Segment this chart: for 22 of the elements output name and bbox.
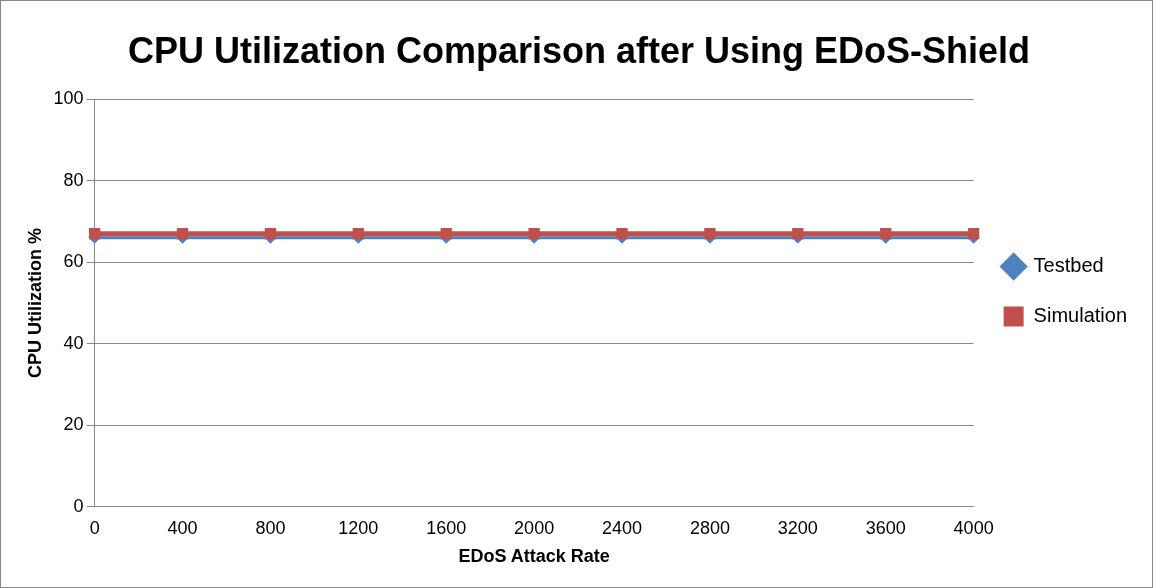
x-tick-label: 2000 — [514, 517, 555, 538]
chart-title: CPU Utilization Comparison after Using EDoS-Shield — [127, 29, 1031, 71]
y-tick-label: 20 — [63, 414, 84, 435]
x-tick-label: 1200 — [338, 517, 379, 538]
x-tick-label: 800 — [255, 517, 286, 538]
y-tick-label: 80 — [63, 169, 84, 190]
y-tick-label: 40 — [63, 332, 84, 353]
x-tick-label: 400 — [167, 517, 198, 538]
x-tick-label: 1600 — [426, 517, 467, 538]
x-tick-label: 3600 — [865, 517, 906, 538]
x-tick-label: 2400 — [602, 517, 643, 538]
x-axis-title: EDoS Attack Rate — [458, 546, 610, 567]
y-tick-label: 100 — [53, 88, 84, 109]
y-tick-label: 60 — [63, 251, 84, 272]
x-tick-label: 2800 — [689, 517, 730, 538]
legend-label: Testbed — [1033, 254, 1104, 277]
y-tick-label: 0 — [73, 495, 84, 516]
x-tick-label: 4000 — [953, 517, 994, 538]
y-axis-title: CPU Utilization % — [24, 227, 45, 379]
x-tick-label: 0 — [89, 517, 100, 538]
legend-label: Simulation — [1033, 304, 1128, 327]
x-tick-label: 3200 — [777, 517, 818, 538]
